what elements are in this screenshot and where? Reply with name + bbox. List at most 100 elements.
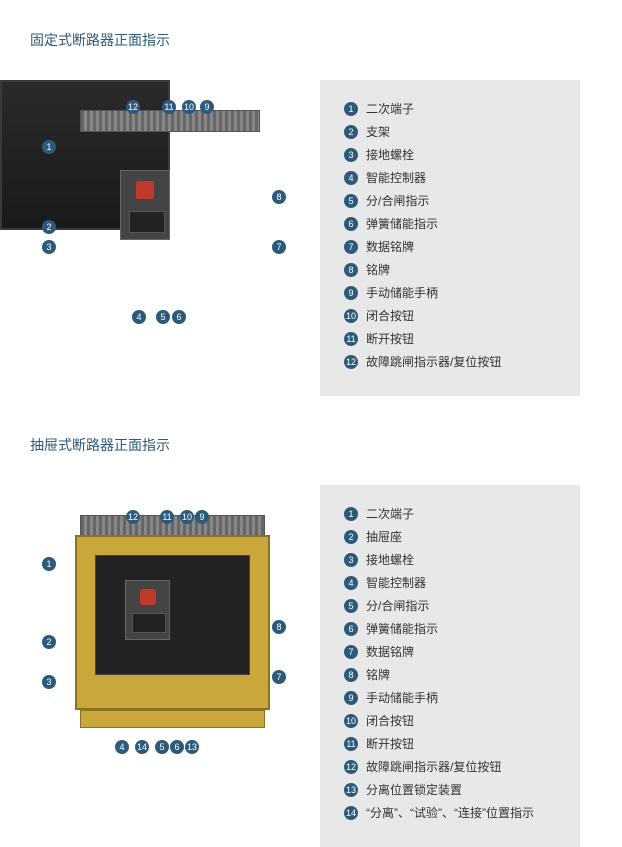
legend-label: 断开按钮 bbox=[366, 330, 414, 347]
callout-number-icon: 5 bbox=[156, 310, 170, 324]
legend-row: 14“分离”、“试验”、“连接”位置指示 bbox=[344, 804, 556, 821]
legend-number-icon: 13 bbox=[344, 783, 358, 797]
legend-row: 3接地螺栓 bbox=[344, 146, 556, 163]
legend-label: 接地螺栓 bbox=[366, 146, 414, 163]
legend-label: 支架 bbox=[366, 123, 390, 140]
legend-label: 分离位置锁定装置 bbox=[366, 781, 462, 798]
callout-number-icon: 1 bbox=[42, 557, 56, 571]
callout-number-icon: 8 bbox=[272, 620, 286, 634]
callout-number-icon: 6 bbox=[170, 740, 184, 754]
legend-number-icon: 4 bbox=[344, 576, 358, 590]
fixed-legend-panel: 1 二次端子 2 支架 3接地螺栓 4 智能控制器 5 分/合闸指示 6 弹簧储能指示 7 数据铭牌 8铭… bbox=[320, 80, 580, 396]
callout-number-icon: 4 bbox=[132, 310, 146, 324]
legend-label: 二次端子 bbox=[366, 100, 414, 117]
legend-row: 7 数据铭牌 bbox=[344, 643, 556, 660]
legend-label: 数据铭牌 bbox=[366, 643, 414, 660]
legend-number-icon: 2 bbox=[344, 530, 358, 544]
callout-number-icon: 3 bbox=[42, 675, 56, 689]
legend-number-icon: 12 bbox=[344, 760, 358, 774]
callout-number-icon: 1 bbox=[42, 140, 56, 154]
section2-content: 1234567891011121314 1二次端子2抽屉座3接地螺栓4智能控制器… bbox=[0, 485, 622, 847]
legend-label: 数据铭牌 bbox=[366, 238, 414, 255]
legend-number-icon: 12 bbox=[344, 355, 358, 369]
legend-number-icon: 4 bbox=[344, 171, 358, 185]
legend-label: 铭牌 bbox=[366, 666, 390, 683]
fixed-diagram: 123456789101112 bbox=[0, 80, 320, 350]
drawer-diagram: 1234567891011121314 bbox=[0, 485, 320, 785]
legend-number-icon: 11 bbox=[344, 737, 358, 751]
legend-row: 2抽屉座 bbox=[344, 528, 556, 545]
legend-number-icon: 11 bbox=[344, 332, 358, 346]
legend-number-icon: 1 bbox=[344, 507, 358, 521]
legend-label: 分/合闸指示 bbox=[366, 597, 429, 614]
callout-number-icon: 4 bbox=[115, 740, 129, 754]
legend-number-icon: 6 bbox=[344, 622, 358, 636]
legend-label: 故障跳闸指示器/复位按钮 bbox=[366, 758, 501, 775]
section-fixed: 固定式断路器正面指示 123456789101112 1二次端子2支架3接地螺栓… bbox=[0, 30, 622, 396]
callout-number-icon: 12 bbox=[126, 100, 140, 114]
callout-number-icon: 9 bbox=[195, 510, 209, 524]
callout-number-icon: 12 bbox=[126, 510, 140, 524]
legend-label: 分/合闸指示 bbox=[366, 192, 429, 209]
legend-number-icon: 5 bbox=[344, 599, 358, 613]
callout-number-icon: 9 bbox=[200, 100, 214, 114]
drawer-device-base bbox=[80, 710, 265, 728]
callout-number-icon: 6 bbox=[172, 310, 186, 324]
callout-number-icon: 5 bbox=[155, 740, 169, 754]
legend-label: 手动储能手柄 bbox=[366, 689, 438, 706]
drawer-legend-panel: 1二次端子2抽屉座3接地螺栓4智能控制器5分/合闸指示6弹簧储能指示7数据铭牌8… bbox=[320, 485, 580, 847]
legend-number-icon: 14 bbox=[344, 806, 358, 820]
legend-label: 闭合按钮 bbox=[366, 307, 414, 324]
legend-row: 8铭牌 bbox=[344, 261, 556, 278]
legend-row: 4 智能控制器 bbox=[344, 169, 556, 186]
legend-number-icon: 9 bbox=[344, 286, 358, 300]
legend-label: 故障跳闸指示器/复位按钮 bbox=[366, 353, 501, 370]
legend-number-icon: 10 bbox=[344, 714, 358, 728]
legend-row: 7 数据铭牌 bbox=[344, 238, 556, 255]
legend-label: 接地螺栓 bbox=[366, 551, 414, 568]
section1-title: 固定式断路器正面指示 bbox=[30, 30, 622, 50]
legend-number-icon: 1 bbox=[344, 102, 358, 116]
callout-number-icon: 2 bbox=[42, 220, 56, 234]
callout-number-icon: 14 bbox=[135, 740, 149, 754]
legend-label: 二次端子 bbox=[366, 505, 414, 522]
legend-label: 断开按钮 bbox=[366, 735, 414, 752]
legend-row: 12 故障跳闸指示器/复位按钮 bbox=[344, 353, 556, 370]
legend-row: 10 闭合按钮 bbox=[344, 712, 556, 729]
legend-number-icon: 8 bbox=[344, 668, 358, 682]
callout-number-icon: 7 bbox=[272, 670, 286, 684]
legend-number-icon: 7 bbox=[344, 240, 358, 254]
callout-number-icon: 10 bbox=[182, 100, 196, 114]
legend-row: 9 手动储能手柄 bbox=[344, 284, 556, 301]
legend-label: 手动储能手柄 bbox=[366, 284, 438, 301]
legend-number-icon: 2 bbox=[344, 125, 358, 139]
legend-row: 13 分离位置锁定装置 bbox=[344, 781, 556, 798]
legend-number-icon: 8 bbox=[344, 263, 358, 277]
legend-row: 6 弹簧储能指示 bbox=[344, 215, 556, 232]
legend-number-icon: 5 bbox=[344, 194, 358, 208]
legend-number-icon: 10 bbox=[344, 309, 358, 323]
section-drawer: 抽屉式断路器正面指示 1234567891011121314 1二次端子2抽屉座… bbox=[0, 435, 622, 847]
legend-label: 弹簧储能指示 bbox=[366, 215, 438, 232]
legend-row: 12 故障跳闸指示器/复位按钮 bbox=[344, 758, 556, 775]
legend-label: 弹簧储能指示 bbox=[366, 620, 438, 637]
callout-number-icon: 7 bbox=[272, 240, 286, 254]
fixed-device-panel bbox=[120, 170, 170, 240]
legend-row: 6 弹簧储能指示 bbox=[344, 620, 556, 637]
legend-label: 智能控制器 bbox=[366, 574, 426, 591]
section2-title: 抽屉式断路器正面指示 bbox=[30, 435, 622, 455]
legend-row: 10 闭合按钮 bbox=[344, 307, 556, 324]
legend-row: 2 支架 bbox=[344, 123, 556, 140]
callout-number-icon: 13 bbox=[185, 740, 199, 754]
legend-row: 8 铭牌 bbox=[344, 666, 556, 683]
callout-number-icon: 11 bbox=[162, 100, 176, 114]
callout-number-icon: 2 bbox=[42, 635, 56, 649]
drawer-device-inner bbox=[95, 555, 250, 675]
legend-row: 11 断开按钮 bbox=[344, 735, 556, 752]
legend-label: 闭合按钮 bbox=[366, 712, 414, 729]
legend-number-icon: 9 bbox=[344, 691, 358, 705]
callout-number-icon: 3 bbox=[42, 240, 56, 254]
legend-number-icon: 6 bbox=[344, 217, 358, 231]
legend-number-icon: 7 bbox=[344, 645, 358, 659]
legend-label: 智能控制器 bbox=[366, 169, 426, 186]
